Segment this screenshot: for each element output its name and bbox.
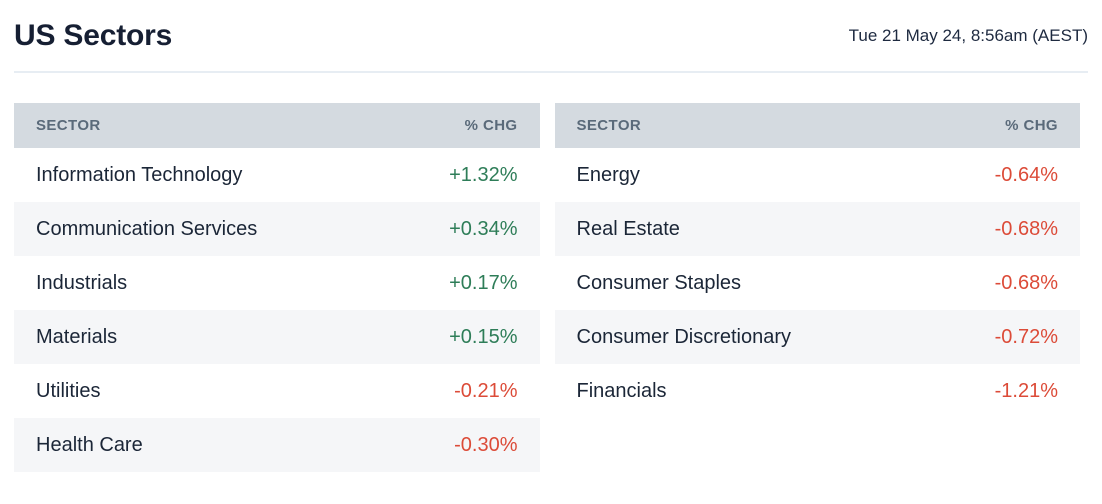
column-header-sector: SECTOR	[576, 117, 642, 134]
page-title: US Sectors	[14, 18, 173, 52]
sector-name: Communication Services	[36, 217, 258, 240]
sector-name: Materials	[36, 325, 118, 348]
table-row: Information Technology +1.32%	[14, 148, 540, 202]
column-header-sector: SECTOR	[36, 117, 101, 134]
table-body: Information Technology +1.32% Communicat…	[14, 148, 540, 472]
table-row: Industrials +0.17%	[14, 256, 540, 310]
chg-value: +0.15%	[449, 325, 518, 348]
sector-table-left: SECTOR % CHG Information Technology +1.3…	[14, 103, 540, 472]
chg-value: +0.34%	[449, 217, 518, 240]
timestamp: Tue 21 May 24, 8:56am (AEST)	[848, 25, 1088, 45]
sector-name: Information Technology	[36, 163, 243, 186]
table-header: SECTOR % CHG	[14, 103, 540, 148]
sector-name: Real Estate	[576, 217, 680, 240]
sector-name: Consumer Staples	[576, 271, 742, 294]
table-row: Real Estate -0.68%	[554, 202, 1080, 256]
table-row: Energy -0.64%	[554, 148, 1080, 202]
sector-name: Financials	[576, 379, 667, 402]
widget-header: US Sectors Tue 21 May 24, 8:56am (AEST)	[14, 0, 1088, 73]
table-row: Consumer Discretionary -0.72%	[554, 310, 1080, 364]
chg-value: -0.68%	[994, 271, 1058, 294]
column-header-chg: % CHG	[1005, 117, 1058, 134]
chg-value: -0.68%	[994, 217, 1058, 240]
table-row: Materials +0.15%	[14, 310, 540, 364]
chg-value: +1.32%	[449, 163, 518, 186]
column-header-chg: % CHG	[464, 117, 518, 134]
table-row: Health Care -0.30%	[14, 418, 540, 472]
sector-name: Industrials	[36, 271, 128, 294]
chg-value: -0.21%	[454, 379, 518, 402]
sector-name: Utilities	[36, 379, 101, 402]
sector-name: Health Care	[36, 433, 143, 456]
table-body: Energy -0.64% Real Estate -0.68% Consume…	[554, 148, 1080, 418]
chg-value: -0.64%	[994, 163, 1058, 186]
chg-value: -0.30%	[454, 433, 518, 456]
sector-table-right: SECTOR % CHG Energy -0.64% Real Estate -…	[554, 103, 1080, 418]
sector-tables: SECTOR % CHG Information Technology +1.3…	[14, 103, 1080, 472]
chg-value: +0.17%	[449, 271, 518, 294]
sector-name: Energy	[576, 163, 640, 186]
table-row: Financials -1.21%	[554, 364, 1080, 418]
table-row: Communication Services +0.34%	[14, 202, 540, 256]
chg-value: -1.21%	[994, 379, 1058, 402]
sector-name: Consumer Discretionary	[576, 325, 792, 348]
table-row: Utilities -0.21%	[14, 364, 540, 418]
table-row: Consumer Staples -0.68%	[554, 256, 1080, 310]
chg-value: -0.72%	[994, 325, 1058, 348]
table-header: SECTOR % CHG	[554, 103, 1080, 148]
